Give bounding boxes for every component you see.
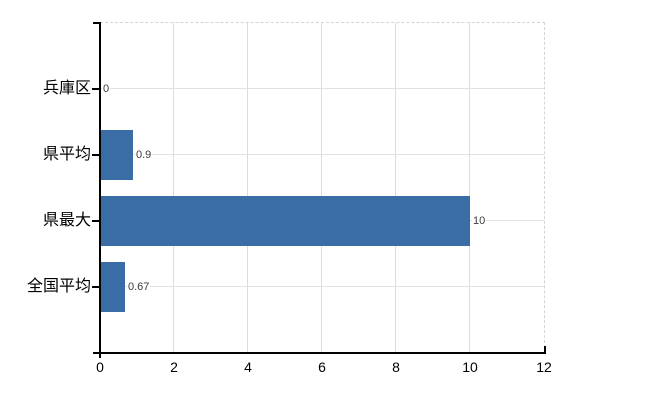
bar	[100, 130, 133, 180]
plot-area: 0 0.9 10 0.67	[100, 22, 545, 353]
x-tick-label: 6	[318, 359, 326, 375]
x-tick-label: 10	[462, 359, 478, 375]
x-tick-label: 12	[536, 359, 552, 375]
category-gridline	[100, 154, 544, 155]
x-tick-label: 0	[96, 359, 104, 375]
category-label: 県最大	[42, 212, 91, 229]
x-tick-label: 4	[244, 359, 252, 375]
x-tick-label: 8	[392, 359, 400, 375]
x-axis-end-tick	[544, 346, 546, 352]
vertical-gridline	[173, 23, 174, 353]
bar-value-label: 0.67	[127, 280, 151, 294]
x-axis-line	[93, 352, 546, 354]
vertical-gridline	[395, 23, 396, 353]
y-axis-end-tick	[93, 22, 99, 24]
category-tick-mark	[92, 220, 99, 222]
category-tick-mark	[92, 88, 99, 90]
bar-value-label: 0	[102, 82, 111, 96]
category-gridline	[100, 88, 544, 89]
bar-value-label: 0.9	[135, 148, 153, 162]
category-label: 全国平均	[26, 278, 91, 295]
category-tick-mark	[92, 154, 99, 156]
bar	[100, 262, 125, 312]
category-label: 県平均	[42, 146, 91, 163]
x-tick-label: 2	[170, 359, 178, 375]
bar	[100, 196, 470, 246]
category-label: 兵庫区	[42, 80, 91, 97]
vertical-gridline	[469, 23, 470, 353]
y-axis-line	[99, 22, 101, 358]
category-tick-mark	[92, 286, 99, 288]
vertical-gridline	[321, 23, 322, 353]
vertical-gridline	[247, 23, 248, 353]
category-gridline	[100, 286, 544, 287]
bar-value-label: 10	[472, 214, 487, 228]
